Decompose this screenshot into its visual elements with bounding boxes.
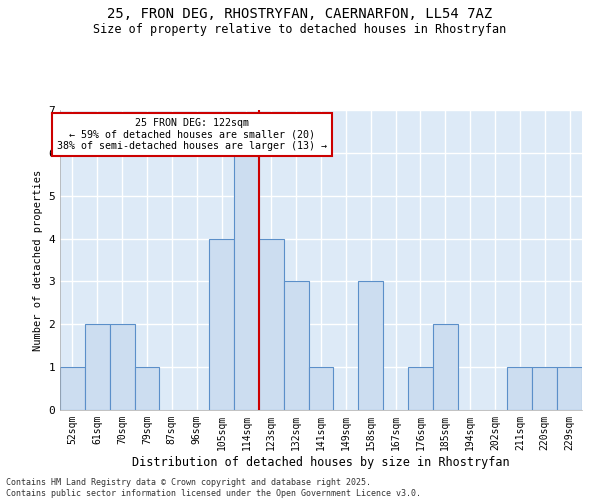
Bar [110, 324, 134, 410]
Bar [433, 324, 458, 410]
Text: Size of property relative to detached houses in Rhostryfan: Size of property relative to detached ho… [94, 22, 506, 36]
Bar [508, 367, 532, 410]
Bar [358, 282, 383, 410]
Bar [308, 367, 334, 410]
Bar [85, 324, 110, 410]
Bar [532, 367, 557, 410]
Text: Contains HM Land Registry data © Crown copyright and database right 2025.
Contai: Contains HM Land Registry data © Crown c… [6, 478, 421, 498]
Text: 25 FRON DEG: 122sqm
← 59% of detached houses are smaller (20)
38% of semi-detach: 25 FRON DEG: 122sqm ← 59% of detached ho… [57, 118, 327, 151]
Bar [259, 238, 284, 410]
Bar [284, 282, 308, 410]
Text: 25, FRON DEG, RHOSTRYFAN, CAERNARFON, LL54 7AZ: 25, FRON DEG, RHOSTRYFAN, CAERNARFON, LL… [107, 8, 493, 22]
Bar [60, 367, 85, 410]
Bar [408, 367, 433, 410]
Bar [209, 238, 234, 410]
X-axis label: Distribution of detached houses by size in Rhostryfan: Distribution of detached houses by size … [132, 456, 510, 468]
Bar [234, 153, 259, 410]
Bar [134, 367, 160, 410]
Y-axis label: Number of detached properties: Number of detached properties [33, 170, 43, 350]
Bar [557, 367, 582, 410]
